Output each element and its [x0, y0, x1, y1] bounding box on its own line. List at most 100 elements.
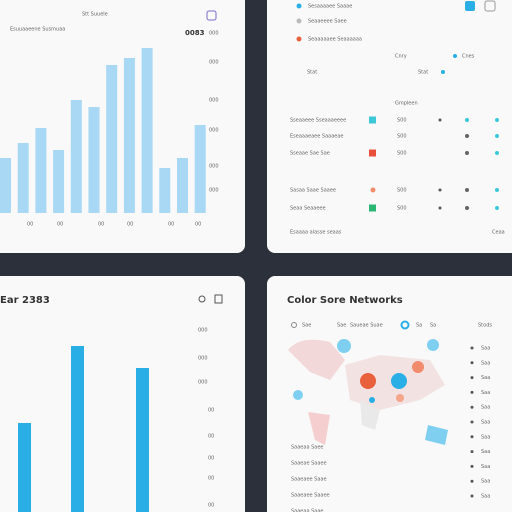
- list-item: Saa: [481, 420, 490, 426]
- status: [370, 187, 376, 193]
- tab-count: Sa: [416, 323, 422, 329]
- list-item: Saa: [481, 405, 490, 411]
- status: [369, 149, 376, 157]
- icon-button[interactable]: [214, 294, 223, 304]
- row-value: S00: [397, 134, 407, 140]
- status: [369, 204, 376, 212]
- note: Saaeaee Saae: [291, 477, 327, 483]
- dot: [470, 494, 474, 498]
- bar: [123, 58, 135, 213]
- dot: [465, 118, 469, 122]
- filter[interactable]: Cnes: [462, 54, 475, 60]
- x-label: 00: [57, 222, 63, 228]
- x-label: 00: [127, 222, 133, 228]
- dot: [495, 118, 499, 122]
- footer[interactable]: Ceaa: [492, 230, 505, 236]
- x-label: 00: [98, 222, 104, 228]
- x-label: 00: [27, 222, 33, 228]
- dot: [470, 464, 474, 468]
- row-label: Sseaaeee Sseaaaeeee: [290, 118, 346, 124]
- dot: [495, 151, 499, 155]
- bar: [0, 158, 11, 213]
- list-item: Saa: [481, 449, 490, 455]
- dot: [470, 479, 474, 483]
- bar: [194, 125, 206, 213]
- axis-label: 000: [198, 328, 208, 334]
- dot: [470, 346, 474, 350]
- axis-label: 000: [209, 98, 219, 104]
- axis-label: 000: [198, 356, 208, 362]
- row-label: Sseaae Sae Sae: [290, 151, 330, 157]
- dot: [465, 151, 469, 155]
- filter-dot: [453, 54, 457, 58]
- dot: [465, 134, 469, 138]
- bar: [106, 65, 118, 213]
- axis-label: 000: [209, 60, 219, 66]
- map: [288, 339, 448, 445]
- icon-button[interactable]: [206, 10, 217, 21]
- card-title: Stt Suuele: [82, 12, 108, 18]
- list-item: Saa: [481, 390, 490, 396]
- axis-label: 00: [208, 408, 214, 414]
- tab[interactable]: Saueae Suae: [350, 323, 383, 329]
- icon-button[interactable]: [198, 295, 206, 303]
- bar: [136, 368, 149, 512]
- dot: [465, 206, 469, 210]
- axis-label: 00: [208, 476, 214, 482]
- tab[interactable]: Sae: [302, 323, 311, 329]
- filter[interactable]: Stat: [418, 70, 428, 76]
- dot: [495, 134, 499, 138]
- bar: [159, 168, 171, 213]
- dot: [470, 435, 474, 439]
- dot: [438, 118, 442, 122]
- tab[interactable]: Sae: [337, 323, 346, 329]
- legend-dot: [296, 36, 302, 42]
- legend-label: Sesaaaaee Saaae: [308, 4, 352, 10]
- bar: [70, 100, 82, 213]
- bar: [35, 128, 47, 213]
- row-value: S00: [397, 151, 407, 157]
- x-label: 00: [168, 222, 174, 228]
- icon-button[interactable]: [484, 0, 496, 12]
- dot: [495, 188, 499, 192]
- bar: [71, 346, 84, 512]
- axis-label: 000: [209, 128, 219, 134]
- row-value: S00: [397, 118, 407, 124]
- row-label: Sasaa Saae Saaee: [290, 188, 336, 194]
- dot: [470, 420, 474, 424]
- x-label: 00: [195, 222, 201, 228]
- dot: [470, 405, 474, 409]
- note: Saaeaee Saaee: [291, 493, 330, 499]
- section-title: Gmpleen: [395, 101, 418, 107]
- dot: [470, 450, 474, 454]
- tab-count: Sa: [430, 323, 436, 329]
- filter[interactable]: Stat: [307, 70, 317, 76]
- dot: [495, 206, 499, 210]
- bar: [88, 107, 100, 213]
- legend-dot: [296, 3, 302, 9]
- bar: [141, 48, 153, 213]
- dot: [470, 376, 474, 380]
- axis-label: 00: [208, 434, 214, 440]
- dot: [470, 390, 474, 394]
- legend-dot: [296, 18, 302, 24]
- axis-label: 000: [209, 164, 219, 170]
- list-item: Saa: [481, 360, 490, 366]
- list-header: Stods: [478, 323, 492, 329]
- filter-dot: [441, 70, 445, 74]
- list-item: Saa: [481, 434, 490, 440]
- row-value: S00: [397, 206, 407, 212]
- axis-label: 000: [209, 31, 219, 37]
- row-value: S00: [397, 188, 407, 194]
- card: [267, 0, 512, 253]
- toggle[interactable]: [400, 320, 410, 330]
- note: Saaeaa Saae: [291, 509, 323, 512]
- bar: [18, 423, 31, 512]
- icon: [291, 322, 297, 328]
- dot: [465, 188, 469, 192]
- subtitle: Esuuaaeene Susmuaa: [10, 27, 65, 33]
- axis-label: 000: [198, 380, 208, 386]
- icon-button[interactable]: [465, 1, 475, 11]
- filter[interactable]: Cnry: [395, 54, 407, 60]
